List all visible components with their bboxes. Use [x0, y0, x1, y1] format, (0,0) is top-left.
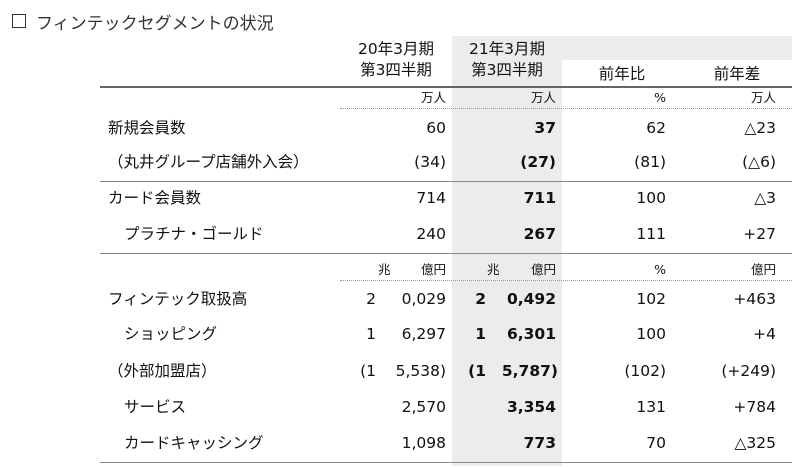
- row-label: 新規会員数: [108, 119, 186, 137]
- unit-divider: [340, 280, 792, 281]
- unit2-col4: 億円: [750, 262, 776, 277]
- row-value-prev-oku: 6,297: [401, 325, 446, 343]
- row-value-diff: +27: [743, 225, 776, 243]
- row-value-current: 3,354: [506, 398, 556, 416]
- row-value-current-cho: 2: [475, 290, 486, 308]
- row-value-diff: +784: [733, 398, 776, 416]
- row-value-current: 773: [523, 434, 556, 452]
- header-rule: [100, 86, 792, 88]
- row-value-prev: 60: [426, 119, 446, 137]
- unit2-col1-oku: 億円: [420, 262, 446, 277]
- row-value-prev: 1,098: [401, 434, 446, 452]
- page-title: フィンテックセグメントの状況: [12, 8, 274, 34]
- row-value-ratio: 131: [636, 398, 666, 416]
- unit2-col2-oku: 億円: [530, 262, 556, 277]
- row-label: カードキャッシング: [124, 434, 264, 452]
- row-value-diff: +463: [733, 290, 776, 308]
- row-value-current: 711: [523, 189, 556, 207]
- row-value-ratio: 100: [636, 325, 666, 343]
- row-value-prev-oku: 5,538): [395, 362, 446, 380]
- row-value-diff: △325: [734, 434, 776, 452]
- row-value-current-oku: 0,492: [506, 290, 556, 308]
- current-period-column-shade: [452, 36, 562, 466]
- unit2-col2-cho: 兆: [487, 262, 500, 277]
- row-value-ratio: 102: [636, 290, 666, 308]
- row-value-prev-cho: (1: [360, 362, 376, 380]
- row-value-prev-cho: 2: [366, 290, 376, 308]
- row-value-ratio: (81): [634, 153, 666, 171]
- header-col3: 前年比: [598, 65, 646, 83]
- row-value-ratio: 70: [646, 434, 666, 452]
- row-label: （外部加盟店）: [108, 362, 217, 380]
- table-bottom-rule: [100, 462, 792, 463]
- row-value-ratio: 100: [636, 189, 666, 207]
- row-value-prev: 714: [416, 189, 446, 207]
- row-value-current-oku: 6,301: [506, 325, 556, 343]
- row-value-diff: △3: [754, 189, 776, 207]
- header-col2-line1: 21年3月期: [468, 40, 546, 58]
- row-label: プラチナ・ゴールド: [124, 225, 264, 243]
- header-col1-line2: 第3四半期: [360, 61, 432, 79]
- row-value-diff: △23: [744, 119, 776, 137]
- unit-divider: [340, 108, 792, 109]
- row-value-current-oku: 5,787): [501, 362, 558, 380]
- row-value-current: (27): [520, 153, 556, 171]
- unit1-col1: 万人: [420, 90, 446, 105]
- row-value-ratio: 111: [636, 225, 666, 243]
- unit1-col2: 万人: [530, 90, 556, 105]
- unit1-col3: %: [654, 90, 666, 105]
- section-divider: [100, 253, 792, 254]
- row-value-diff: (+249): [721, 362, 776, 380]
- header-shade: [562, 36, 792, 60]
- row-value-current-cho: 1: [475, 325, 486, 343]
- row-label: ショッピング: [124, 325, 218, 343]
- header-col1-line1: 20年3月期: [357, 40, 435, 58]
- row-value-current: 37: [534, 119, 556, 137]
- row-value-current-cho: (1: [468, 362, 486, 380]
- page-title-text: フィンテックセグメントの状況: [36, 13, 274, 34]
- row-label: カード会員数: [108, 189, 202, 207]
- row-value-prev: 2,570: [401, 398, 446, 416]
- section-divider: [100, 181, 792, 182]
- row-value-ratio: 62: [646, 119, 666, 137]
- row-value-diff: (△6): [742, 153, 776, 171]
- row-label: サービス: [124, 398, 187, 416]
- row-value-ratio: (102): [624, 362, 666, 380]
- row-value-prev: 240: [416, 225, 446, 243]
- row-value-prev: (34): [414, 153, 446, 171]
- row-value-current: 267: [523, 225, 556, 243]
- unit1-col4: 万人: [750, 90, 776, 105]
- row-value-prev-cho: 1: [366, 325, 376, 343]
- header-col2-line2: 第3四半期: [471, 61, 543, 79]
- row-value-prev-oku: 0,029: [401, 290, 446, 308]
- row-label: （丸井グループ店舗外入会）: [108, 153, 309, 171]
- checkbox-square-icon: [12, 14, 26, 28]
- row-value-diff: +4: [753, 325, 776, 343]
- unit2-col3: %: [654, 262, 666, 277]
- row-label: フィンテック取扱高: [108, 290, 248, 308]
- unit2-col1-cho: 兆: [378, 262, 391, 277]
- header-col4: 前年差: [713, 65, 761, 83]
